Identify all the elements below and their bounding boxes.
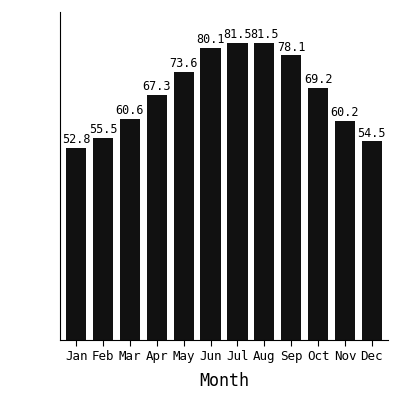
- Text: 81.5: 81.5: [250, 28, 278, 41]
- Bar: [308, 88, 328, 340]
- Bar: [174, 72, 194, 340]
- X-axis label: Month: Month: [199, 372, 249, 390]
- Bar: [362, 141, 382, 340]
- Text: 55.5: 55.5: [89, 123, 117, 136]
- Text: 73.6: 73.6: [170, 57, 198, 70]
- Bar: [147, 95, 167, 340]
- Bar: [93, 138, 113, 340]
- Text: 78.1: 78.1: [277, 40, 306, 54]
- Bar: [281, 55, 301, 340]
- Bar: [254, 43, 274, 340]
- Text: 81.5: 81.5: [223, 28, 252, 41]
- Text: 54.5: 54.5: [358, 126, 386, 140]
- Bar: [66, 148, 86, 340]
- Text: 69.2: 69.2: [304, 73, 332, 86]
- Text: 67.3: 67.3: [142, 80, 171, 93]
- Text: 80.1: 80.1: [196, 33, 225, 46]
- Bar: [120, 119, 140, 340]
- Bar: [200, 48, 221, 340]
- Text: 60.2: 60.2: [331, 106, 359, 119]
- Bar: [335, 121, 355, 340]
- Text: 60.6: 60.6: [116, 104, 144, 117]
- Text: 52.8: 52.8: [62, 133, 90, 146]
- Bar: [227, 43, 248, 340]
